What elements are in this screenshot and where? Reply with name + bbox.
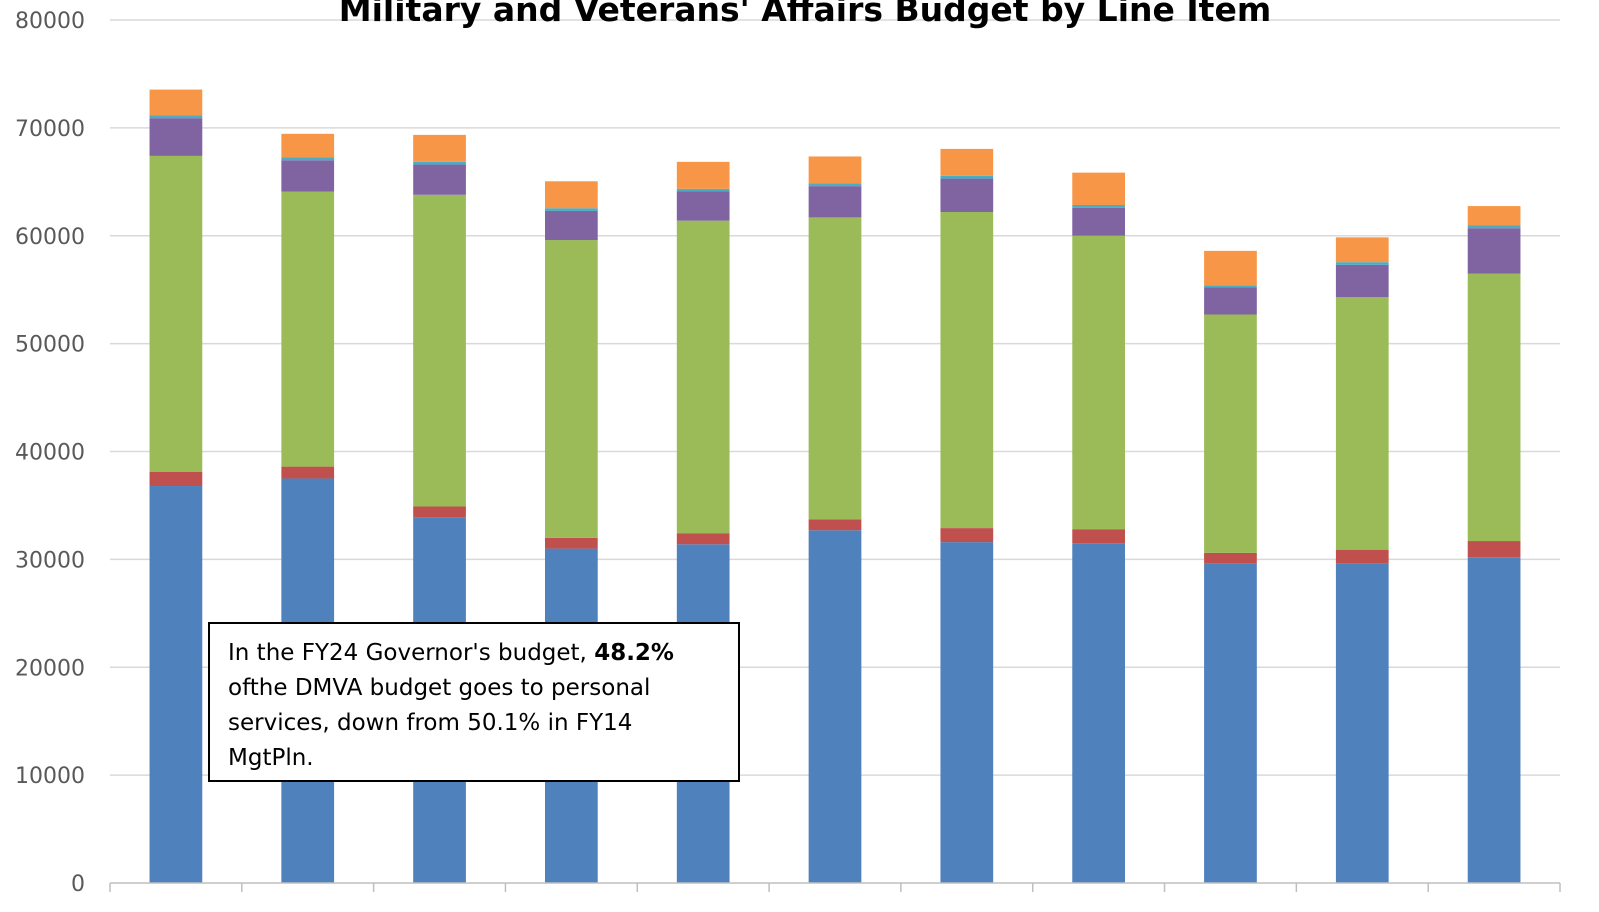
bar-segment-series4-col2 [281,160,335,192]
bar-segment-series4-col10 [1335,264,1389,298]
bar-segment-series4-col1 [149,118,203,156]
bar-segment-series4-col9 [1204,287,1257,315]
bar-segment-series5-col11 [1467,225,1521,229]
bar-segment-series6-col7 [940,148,994,176]
bar-segment-series2-col8 [1072,529,1125,544]
bar-segment-series3-col10 [1335,297,1389,550]
bar-segment-series1-col9 [1204,563,1257,883]
y-tick-label: 60000 [15,225,85,250]
annotation-box: In the FY24 Governor's budget, 48.2% oft… [208,622,740,782]
bar-segment-series2-col2 [281,466,335,479]
bar-segment-series4-col3 [413,164,466,195]
bar-segment-series5-col10 [1335,262,1389,265]
bar-segment-series6-col11 [1467,206,1521,226]
y-tick-label: 70000 [15,117,85,142]
bar-segment-series1-col7 [940,542,994,883]
bar-segment-series1-col10 [1335,563,1389,883]
bar-segment-series5-col6 [808,183,862,187]
y-tick-label: 0 [71,872,85,897]
bar-segment-series1-col8 [1072,543,1125,883]
bar-segment-series2-col9 [1204,552,1257,564]
bar-segment-series4-col4 [545,210,598,241]
bar-segment-series6-col6 [808,156,862,184]
y-tick-label: 20000 [15,656,85,681]
bar-segment-series2-col7 [940,528,994,543]
annotation-text-after: ofthe DMVA budget goes to personal servi… [228,675,651,771]
bar-segment-series3-col3 [413,194,466,507]
bar-segment-series2-col1 [149,471,203,487]
bar-segment-series2-col10 [1335,549,1389,564]
bar-segment-series6-col2 [281,133,335,158]
y-tick-label: 50000 [15,333,85,358]
chart-title: Military and Veterans' Affairs Budget by… [338,0,1272,29]
bar-segment-series5-col1 [149,115,203,119]
bar-segment-series2-col5 [676,533,730,545]
bar-segment-series1-col6 [808,530,862,883]
y-tick-label: 40000 [15,441,85,466]
bar-segment-series3-col2 [281,191,335,467]
bar-segment-series6-col8 [1072,172,1125,206]
bar-segment-series3-col4 [545,240,598,538]
bar-segment-series3-col5 [676,220,730,534]
y-tick-label: 30000 [15,548,85,573]
bar-segment-series2-col6 [808,519,862,531]
bar-segment-series6-col10 [1335,237,1389,263]
bar-segment-series6-col9 [1204,250,1257,286]
bar-segment-series5-col8 [1072,205,1125,208]
bar-segment-series5-col9 [1204,285,1257,288]
bar-segment-series1-col1 [149,486,203,883]
bar-series [149,89,1521,883]
bar-segment-series4-col11 [1467,228,1521,274]
bar-segment-series3-col11 [1467,273,1521,542]
bar-segment-series6-col3 [413,134,466,162]
y-tick-label: 80000 [15,9,85,34]
bar-segment-series2-col11 [1467,541,1521,558]
annotation-bold-value: 48.2% [594,640,674,666]
bar-segment-series5-col4 [545,208,598,211]
bar-segment-series3-col8 [1072,235,1125,530]
bar-segment-series5-col3 [413,161,466,165]
bar-segment-series3-col7 [940,212,994,529]
bar-segment-series5-col5 [676,188,730,192]
bar-segment-series2-col3 [413,506,466,518]
y-axis-tick-labels: 0 10000 20000 30000 40000 50000 60000 70000 8000… [15,9,85,897]
y-tick-label: 10000 [15,764,85,789]
bar-segment-series4-col6 [808,186,862,218]
bar-segment-series4-col8 [1072,207,1125,236]
bar-segment-series5-col2 [281,157,335,161]
bar-segment-series3-col1 [149,155,203,472]
bar-segment-series4-col7 [940,178,994,213]
bar-segment-series1-col11 [1467,557,1521,883]
bar-segment-series3-col6 [808,217,862,520]
bar-segment-series4-col5 [676,191,730,221]
bar-segment-series3-col9 [1204,314,1257,553]
bar-segment-series6-col4 [545,181,598,209]
bar-segment-series5-col7 [940,175,994,179]
x-axis [109,882,1561,892]
bar-segment-series6-col1 [149,89,203,116]
bar-segment-series6-col5 [676,161,730,189]
bar-segment-series2-col4 [545,537,598,549]
annotation-text-before: In the FY24 Governor's budget, [228,640,595,666]
